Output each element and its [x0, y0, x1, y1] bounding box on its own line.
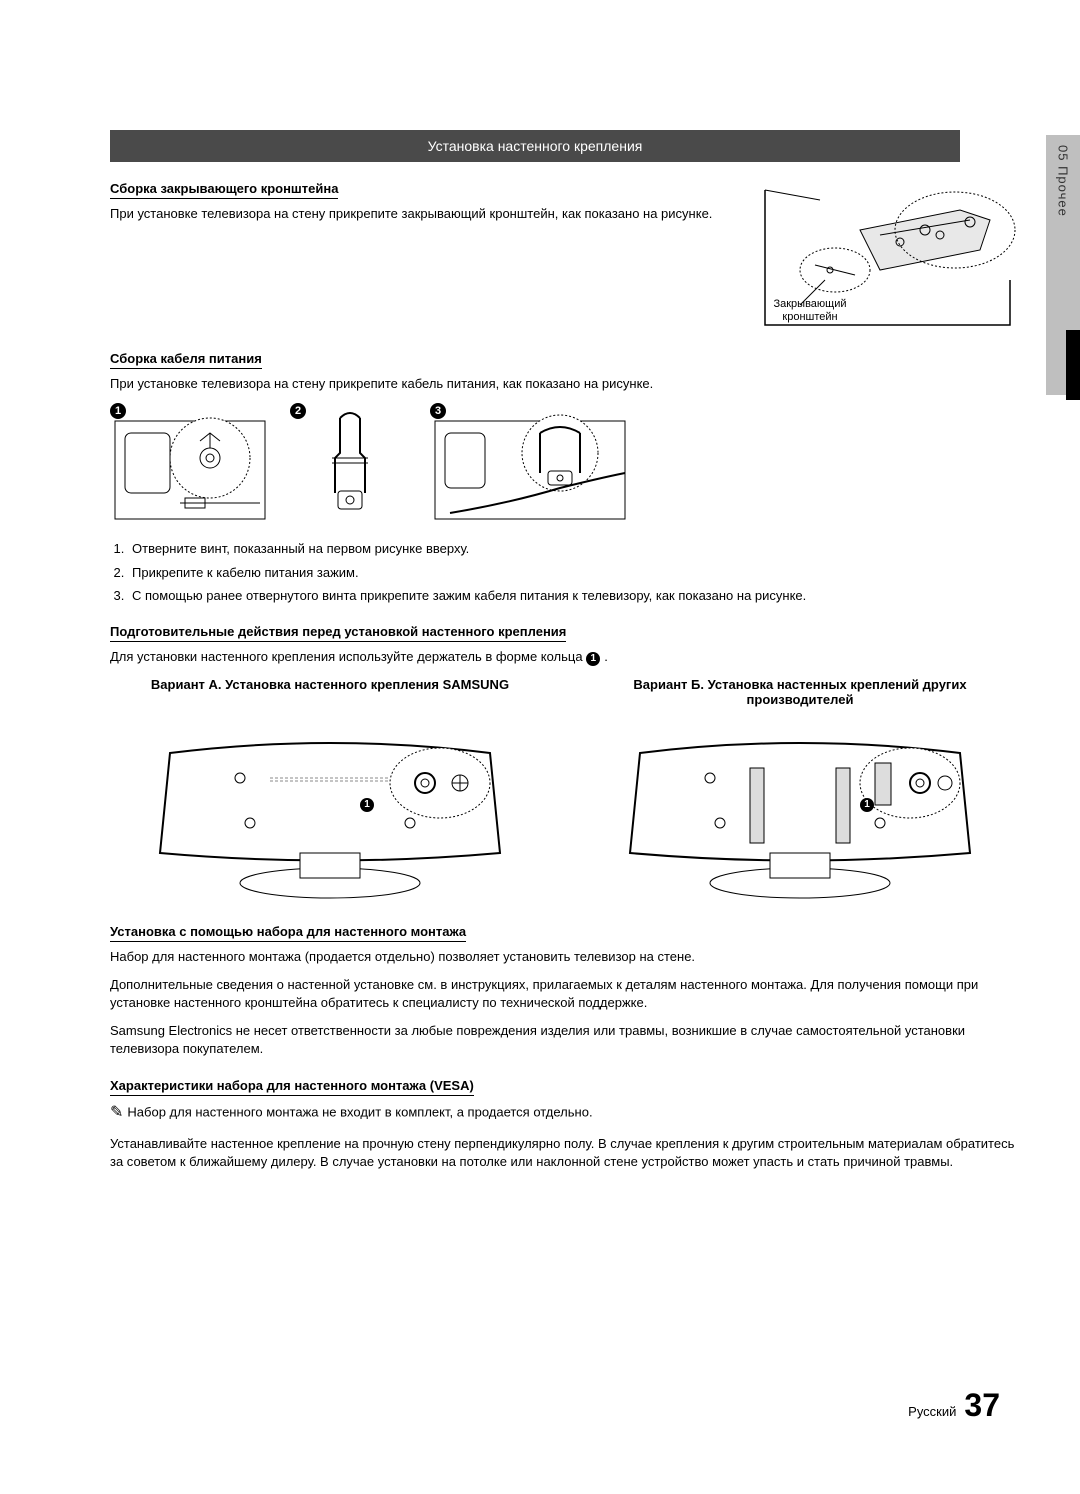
diagram-cable-2: 2 — [290, 403, 410, 523]
heading-cable: Сборка кабеля питания — [110, 351, 262, 369]
variant-row: Вариант А. Установка настенного креплени… — [110, 677, 1020, 903]
diagram-cable-3: 3 — [430, 403, 630, 523]
kit-p2: Дополнительные сведения о настенной уста… — [110, 976, 1020, 1012]
vesa-note: ✎Набор для настенного монтажа не входит … — [110, 1102, 1020, 1124]
variant-b-title: Вариант Б. Установка настенных креплений… — [580, 677, 1020, 713]
page-content: Установка настенного крепления Сборка за… — [0, 0, 1080, 1241]
variant-b-bullet: 1 — [860, 798, 874, 812]
cable-diagrams: 1 2 3 — [110, 403, 1020, 523]
variant-a-title: Вариант А. Установка настенного креплени… — [110, 677, 550, 713]
kit-p3: Samsung Electronics не несет ответственн… — [110, 1022, 1020, 1058]
text-bracket: При установке телевизора на стену прикре… — [110, 205, 740, 223]
page-title: Установка настенного крепления — [428, 138, 643, 154]
diagram-variant-b: 1 — [580, 723, 1020, 903]
heading-kit: Установка с помощью набора для настенног… — [110, 924, 466, 942]
inline-bullet-1: 1 — [586, 652, 600, 666]
step-3: С помощью ранее отвернутого винта прикре… — [128, 584, 1020, 607]
text-cable: При установке телевизора на стену прикре… — [110, 375, 1020, 393]
variant-b: Вариант Б. Установка настенных креплений… — [580, 677, 1020, 903]
kit-p1: Набор для настенного монтажа (продается … — [110, 948, 1020, 966]
vesa-p1: Устанавливайте настенное крепление на пр… — [110, 1135, 1020, 1171]
diagram-cable-1: 1 — [110, 403, 270, 523]
variant-a-bullet: 1 — [360, 798, 374, 812]
heading-bracket: Сборка закрывающего кронштейна — [110, 181, 338, 199]
footer-lang: Русский — [908, 1404, 956, 1419]
step-2: Прикрепите к кабелю питания зажим. — [128, 561, 1020, 584]
footer-page: 37 — [964, 1387, 1000, 1424]
text-prep: Для установки настенного крепления испол… — [110, 648, 1020, 666]
diagram-variant-a: 1 — [110, 723, 550, 903]
heading-vesa: Характеристики набора для настенного мон… — [110, 1078, 474, 1096]
caption-bracket: Закрывающий кронштейн — [760, 298, 860, 324]
heading-prep: Подготовительные действия перед установк… — [110, 624, 566, 642]
note-icon: ✎ — [110, 1102, 123, 1124]
page-title-bar: Установка настенного крепления — [110, 130, 960, 162]
variant-a: Вариант А. Установка настенного креплени… — [110, 677, 550, 903]
steps-list: Отверните винт, показанный на первом рис… — [128, 537, 1020, 607]
section-bracket: Сборка закрывающего кронштейна При устан… — [110, 180, 1020, 330]
page-footer: Русский 37 — [908, 1387, 1000, 1424]
step-1: Отверните винт, показанный на первом рис… — [128, 537, 1020, 560]
diagram-bracket: Закрывающий кронштейн — [760, 180, 1020, 330]
